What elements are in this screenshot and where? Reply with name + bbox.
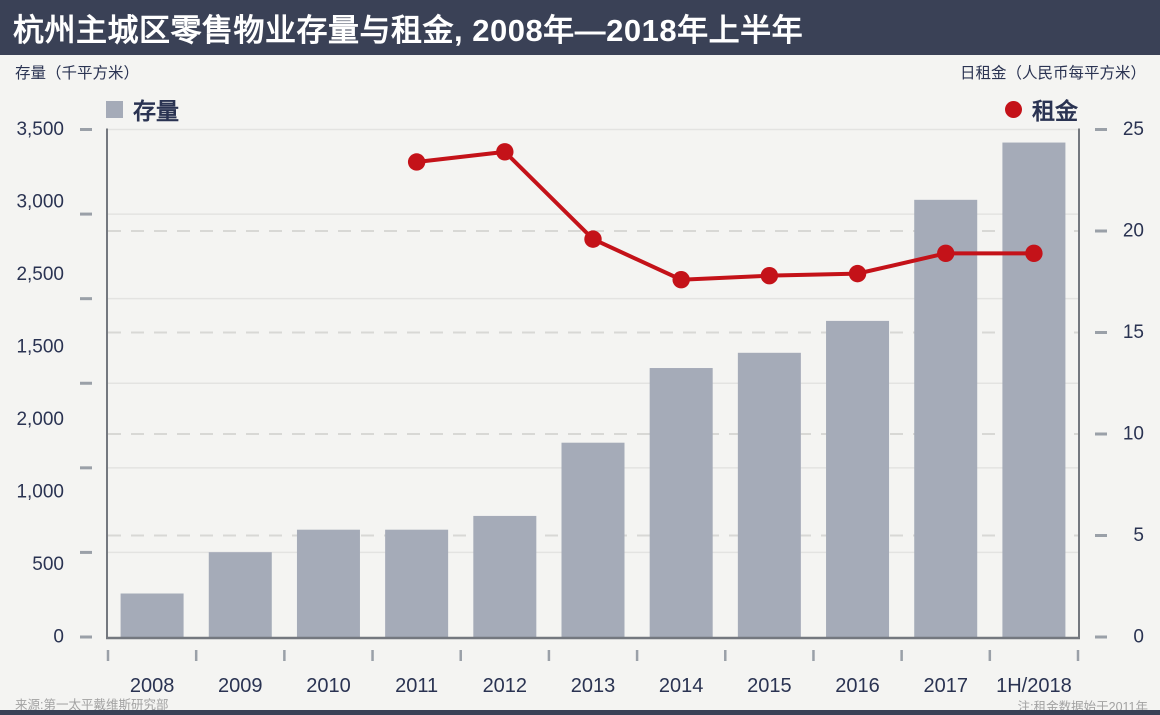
stock-legend-swatch-icon bbox=[106, 100, 123, 118]
legend-stock: 存量 bbox=[106, 92, 179, 126]
right-axis-tick-label: 15 bbox=[1123, 322, 1144, 343]
x-axis-label-1H/2018: 1H/2018 bbox=[996, 675, 1072, 697]
rent-point-2015 bbox=[760, 266, 779, 285]
bar-1H/2018 bbox=[1002, 142, 1066, 638]
bar-2011 bbox=[385, 529, 449, 637]
x-axis-label-2017: 2017 bbox=[923, 675, 968, 697]
left-axis-tick-label: 1,500 bbox=[16, 337, 64, 358]
source-note: 来源:第一太平戴维斯研究部 bbox=[15, 698, 169, 712]
left-axis-tick-label: 2,000 bbox=[16, 409, 64, 430]
x-axis-label-2012: 2012 bbox=[483, 675, 528, 697]
right-axis-tick-label: 0 bbox=[1133, 627, 1144, 648]
rent-legend-dot-icon bbox=[1005, 100, 1022, 118]
bar-2008 bbox=[120, 593, 184, 637]
right-axis-title: 日租金（人民币每平方米） bbox=[959, 65, 1146, 82]
x-axis-label-2008: 2008 bbox=[130, 675, 175, 697]
right-axis-tick-label: 25 bbox=[1123, 119, 1144, 140]
bar-2015 bbox=[737, 352, 801, 637]
rent-point-2011 bbox=[407, 153, 426, 171]
legend-rent: 租金 bbox=[1005, 92, 1078, 126]
left-axis-tick-label: 500 bbox=[32, 554, 64, 575]
x-axis-label-2010: 2010 bbox=[306, 675, 351, 697]
right-axis-tick-label: 20 bbox=[1123, 221, 1144, 242]
bar-2017 bbox=[914, 199, 978, 637]
x-axis-label-2016: 2016 bbox=[835, 675, 880, 697]
rent-point-2012 bbox=[496, 143, 514, 161]
bar-2014 bbox=[649, 368, 713, 637]
bar-2010 bbox=[296, 529, 360, 637]
right-axis-tick-label: 10 bbox=[1123, 424, 1144, 445]
x-axis-label-2009: 2009 bbox=[218, 675, 263, 697]
bar-2012 bbox=[473, 515, 537, 637]
right-axis-tick-label: 5 bbox=[1133, 525, 1144, 546]
rent-point-1H/2018 bbox=[1025, 244, 1043, 263]
bottom-accent-strip bbox=[0, 710, 1160, 715]
x-axis-label-2013: 2013 bbox=[571, 675, 616, 697]
x-axis-label-2014: 2014 bbox=[659, 675, 704, 697]
rent-legend-label: 租金 bbox=[1032, 98, 1078, 124]
page-title: 杭州主城区零售物业存量与租金, 2008年—2018年上半年 bbox=[13, 13, 804, 48]
left-axis-tick-label: 3,000 bbox=[16, 192, 64, 213]
x-axis-label-2011: 2011 bbox=[395, 675, 438, 697]
rent-point-2016 bbox=[848, 264, 867, 283]
rent-line bbox=[416, 149, 1034, 282]
chart-title-bar: 杭州主城区零售物业存量与租金, 2008年—2018年上半年 bbox=[0, 0, 1160, 55]
rent-point-2014 bbox=[672, 271, 690, 289]
bar-2013 bbox=[561, 442, 625, 637]
left-axis-tick-label: 1,000 bbox=[16, 482, 64, 503]
left-axis-tick-label: 2,500 bbox=[16, 264, 64, 285]
rent-point-2017 bbox=[937, 244, 955, 263]
left-axis-tick-label: 0 bbox=[53, 627, 64, 648]
rent-point-2013 bbox=[584, 230, 602, 248]
x-axis-label-2015: 2015 bbox=[747, 675, 792, 697]
left-axis-title: 存量（千平方米） bbox=[15, 65, 140, 82]
stock-legend-label: 存量 bbox=[133, 98, 179, 124]
bar-2016 bbox=[826, 320, 890, 637]
bar-2009 bbox=[208, 552, 272, 637]
left-axis-tick-label: 3,500 bbox=[16, 119, 64, 140]
